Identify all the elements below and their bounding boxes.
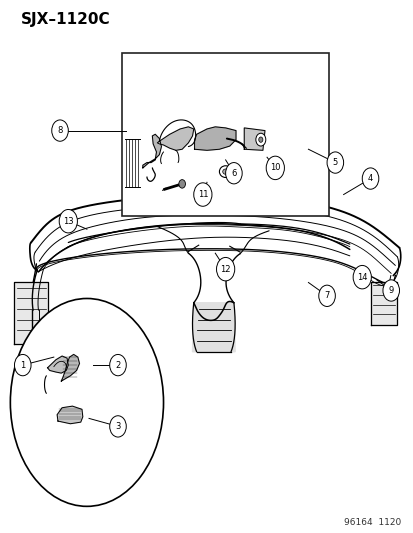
Text: 3: 3 [115,422,120,431]
Ellipse shape [10,298,163,506]
Text: 5: 5 [332,158,337,167]
Text: 14: 14 [356,273,367,281]
Circle shape [109,354,126,376]
Text: 9: 9 [388,286,393,295]
Circle shape [59,209,77,233]
Circle shape [382,280,399,301]
Circle shape [318,285,335,306]
Circle shape [225,163,242,184]
Circle shape [14,354,31,376]
Polygon shape [192,303,235,352]
Polygon shape [47,356,68,373]
Text: 4: 4 [367,174,372,183]
Polygon shape [14,282,47,344]
Text: 1: 1 [20,361,25,369]
Text: 8: 8 [57,126,62,135]
Circle shape [52,120,68,141]
Circle shape [361,168,378,189]
Circle shape [109,416,126,437]
Polygon shape [57,406,83,424]
Polygon shape [157,127,193,150]
Text: 12: 12 [220,265,230,273]
Polygon shape [370,282,396,325]
Circle shape [178,180,185,188]
Text: 13: 13 [63,217,74,225]
Text: 10: 10 [269,164,280,172]
Circle shape [258,137,262,142]
Circle shape [326,152,343,173]
Polygon shape [244,128,264,150]
Circle shape [216,257,234,281]
Text: 96164  1120: 96164 1120 [344,518,401,527]
Circle shape [255,133,265,146]
Ellipse shape [219,166,231,177]
Bar [122,53,328,216]
Circle shape [266,156,284,180]
Polygon shape [61,354,79,381]
Ellipse shape [222,169,228,174]
Text: 6: 6 [231,169,236,177]
Polygon shape [194,127,235,150]
Text: 7: 7 [324,292,329,300]
Text: 11: 11 [197,190,208,199]
Text: 2: 2 [115,361,120,369]
Polygon shape [142,134,161,168]
Circle shape [193,183,211,206]
Circle shape [352,265,370,289]
Text: SJX–1120C: SJX–1120C [21,12,110,27]
